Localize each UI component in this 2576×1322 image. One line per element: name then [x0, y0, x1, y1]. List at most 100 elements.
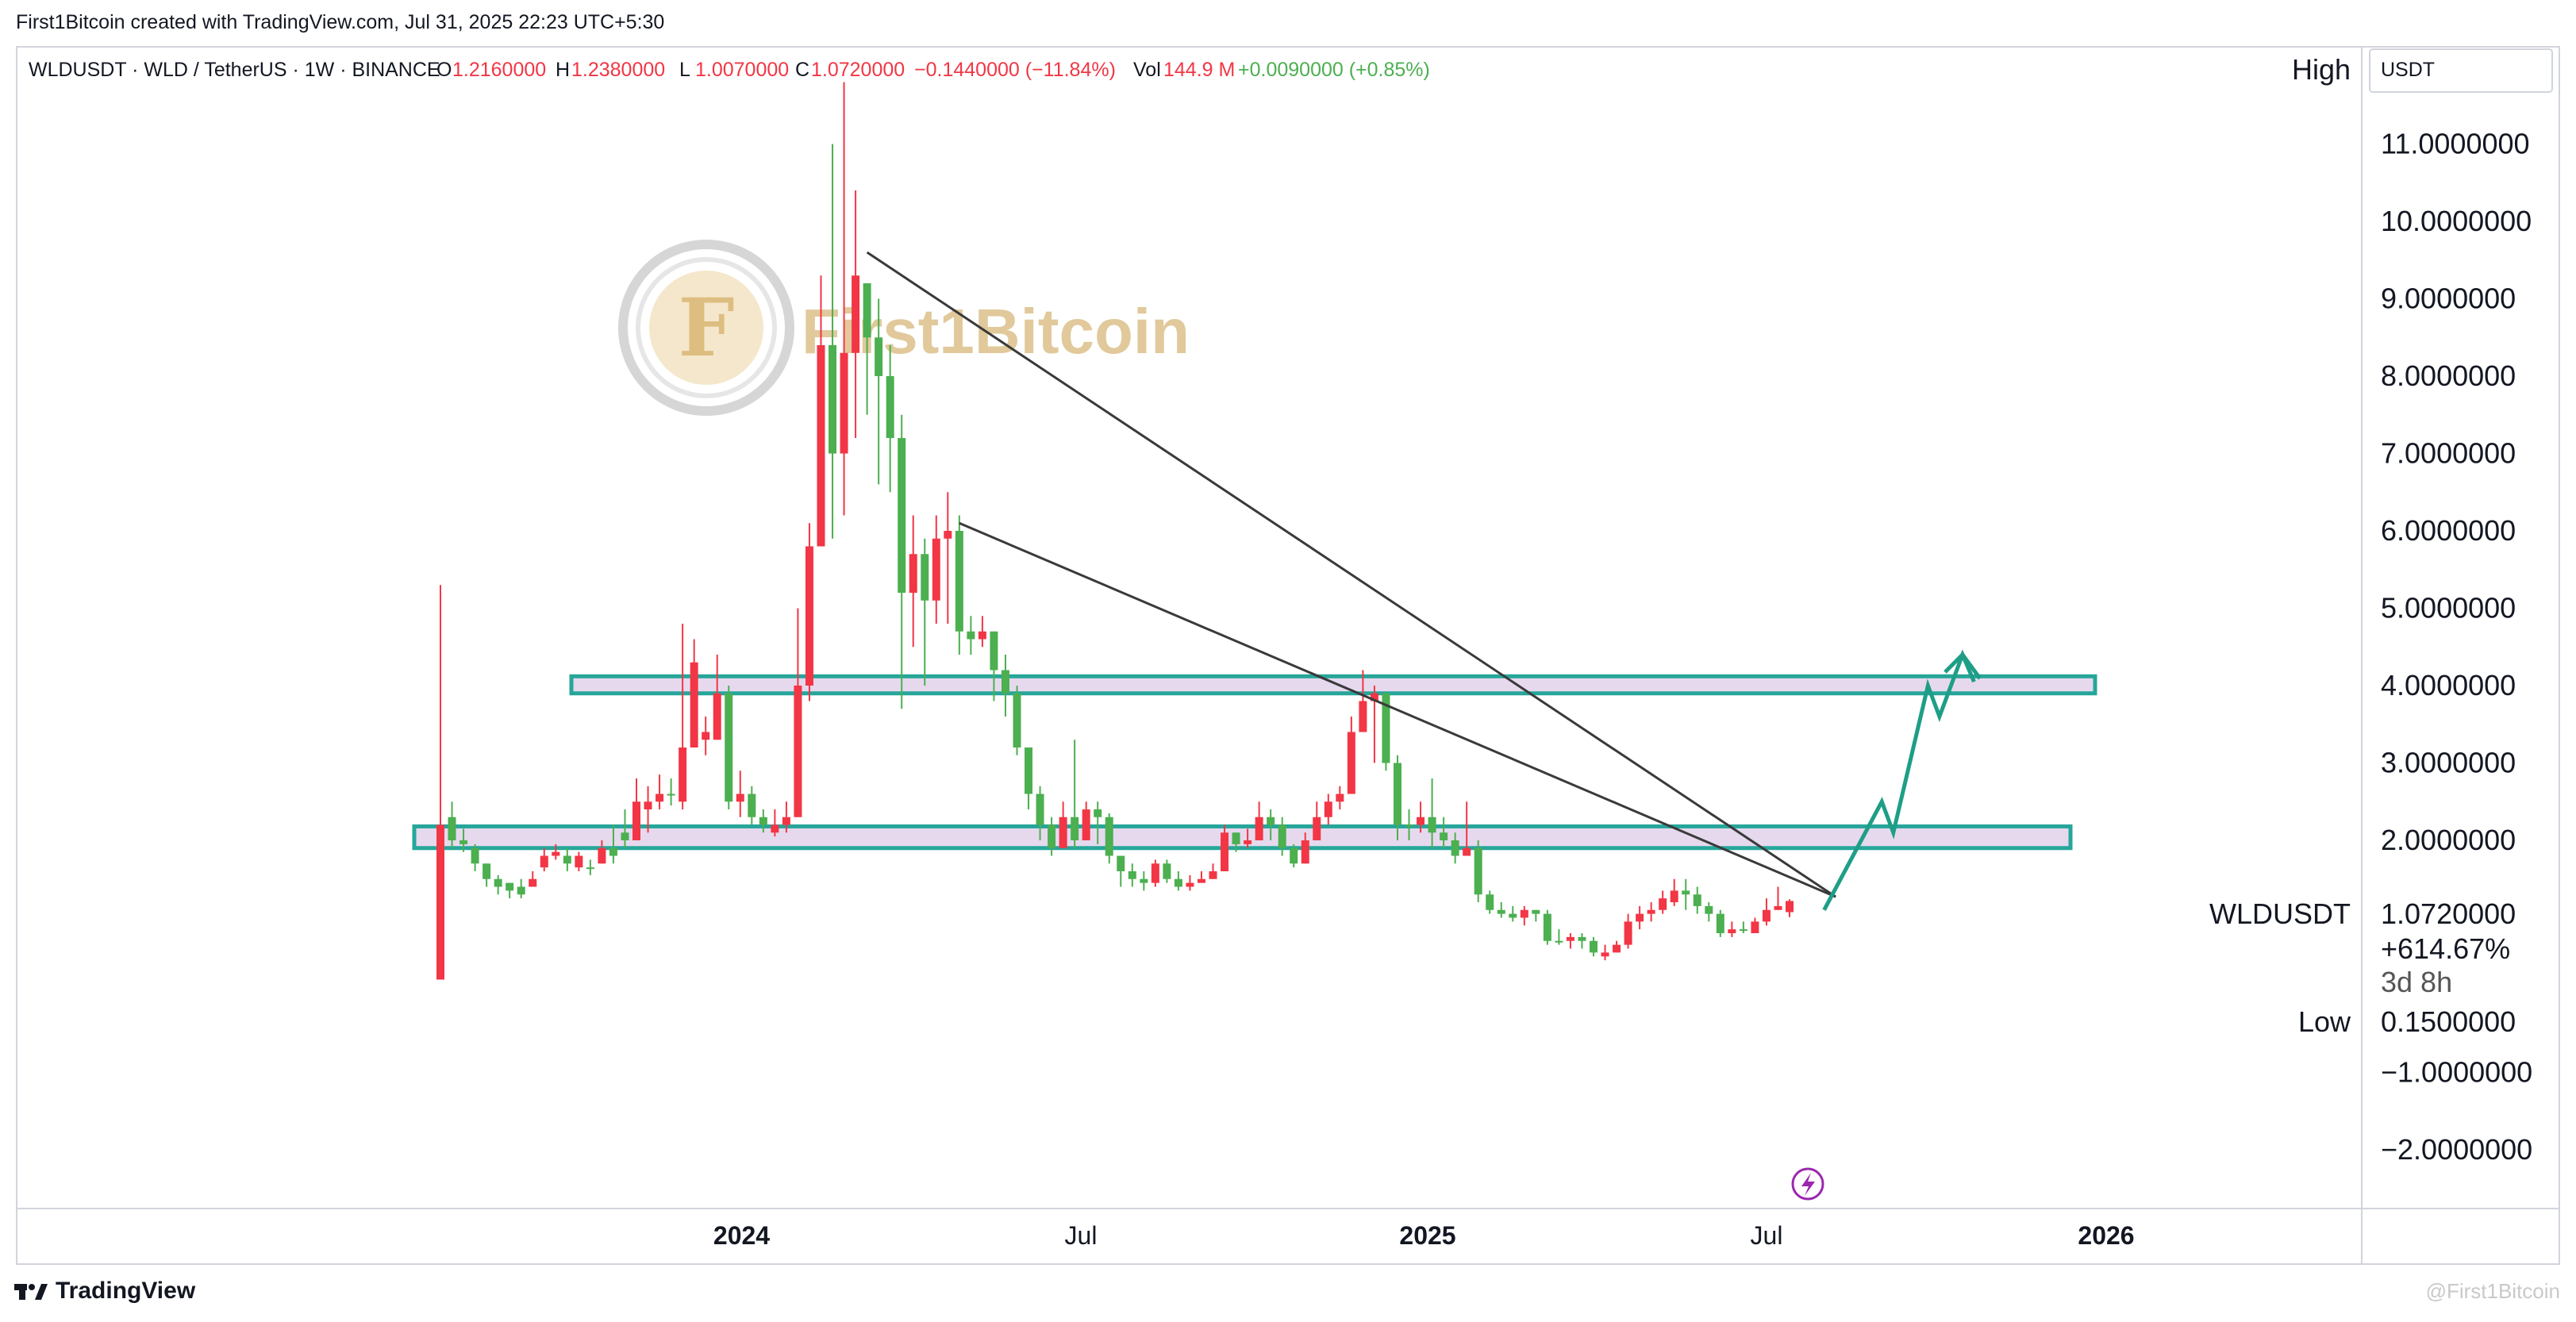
candle-body: [898, 438, 906, 593]
candle-body: [1693, 894, 1701, 906]
y-tick-label: 5.0000000: [2381, 592, 2516, 624]
candle-body: [1520, 909, 1528, 918]
candle-body: [1405, 824, 1413, 827]
candle-body: [1463, 847, 1471, 856]
chart-frame[interactable]: [16, 46, 2560, 1265]
close-value: 1.0720000: [811, 59, 905, 81]
candle-body: [1486, 894, 1494, 910]
currency-box[interactable]: [2369, 48, 2553, 93]
candle-body: [1244, 840, 1252, 844]
currency-label[interactable]: USDT: [2381, 59, 2435, 81]
candle-body: [632, 801, 641, 840]
candle-body: [1140, 878, 1148, 883]
candle-body: [967, 631, 975, 640]
candle-body: [1370, 693, 1378, 701]
x-tick-label: 2024: [713, 1221, 770, 1250]
y-tick-label: 8.0000000: [2381, 359, 2516, 392]
symbol-title: WLDUSDT · WLD / TetherUS · 1W · BINANCE: [29, 59, 440, 81]
candle-body: [679, 747, 687, 802]
low-marker-label: Low: [2298, 1005, 2351, 1038]
watermark: F First1Bitcoin: [618, 240, 1190, 416]
candle-body: [483, 863, 491, 879]
projection-arrowhead: [1944, 651, 1982, 680]
candle-body: [1128, 871, 1136, 879]
candle-body: [840, 352, 848, 454]
zone-box: [569, 674, 2097, 696]
candle-body: [1497, 909, 1505, 914]
candle-body: [1267, 817, 1275, 825]
candle-body: [656, 794, 664, 802]
low-marker: Low 0.1500000: [2298, 1005, 2516, 1038]
candle-body: [1705, 905, 1713, 914]
y-tick-label: 9.0000000: [2381, 282, 2516, 315]
candle-body: [1151, 863, 1159, 883]
candle-body: [702, 732, 710, 740]
candle-body: [1048, 824, 1056, 848]
candle-body: [852, 275, 860, 353]
percent-change: +614.67%: [2381, 932, 2510, 965]
volume-label: Vol: [1133, 59, 1161, 81]
projection-arrow: [1822, 649, 1982, 911]
candle-body: [586, 867, 594, 870]
candle-body: [1013, 693, 1021, 747]
zone-box: [412, 824, 2073, 851]
candle-body: [1440, 832, 1448, 840]
candle-body: [459, 840, 468, 844]
candle-body: [886, 376, 894, 438]
trendline: [866, 251, 1836, 898]
high-label: H: [556, 59, 570, 81]
candle-body: [1751, 921, 1759, 933]
candle-body: [1082, 809, 1090, 840]
candle-body: [1659, 898, 1667, 910]
open-value: 1.2160000: [452, 59, 546, 81]
candle-body: [863, 283, 871, 338]
candle-body: [725, 693, 733, 802]
lightning-icon[interactable]: [1791, 1167, 1824, 1201]
y-tick-label: 6.0000000: [2381, 514, 2516, 547]
candle-body: [771, 824, 779, 833]
candle-body: [1739, 929, 1747, 932]
candle-body: [748, 794, 756, 817]
candle-body: [1428, 817, 1436, 833]
y-tick-label: 11.0000000: [2381, 128, 2530, 160]
candle-body: [1382, 693, 1390, 763]
watermark-inner-ring: [636, 257, 777, 398]
candle-body: [944, 531, 952, 539]
candle-body: [1647, 909, 1655, 914]
trendline: [959, 521, 1836, 898]
candle-body: [1474, 847, 1482, 895]
candle-body: [932, 538, 940, 601]
candle-body: [1186, 882, 1194, 887]
candle-body: [1417, 817, 1425, 825]
candle-body: [1786, 901, 1794, 913]
candle-body: [436, 824, 444, 980]
candle-body: [759, 817, 767, 825]
candle-body: [1036, 794, 1044, 825]
time-axis: 2024 Jul 2025 Jul 2026: [713, 1221, 2135, 1250]
candle-body: [1059, 817, 1067, 848]
candle-body: [1728, 929, 1736, 933]
candle-body: [1278, 824, 1286, 848]
candle-body: [644, 801, 652, 809]
watermark-outer-ring: [618, 240, 794, 416]
candle-body: [529, 878, 537, 887]
symbol-tag: WLDUSDT: [2209, 897, 2351, 930]
candle-body: [1232, 832, 1240, 844]
high-marker-label: High: [2292, 53, 2351, 86]
close-label: C: [795, 59, 809, 81]
trendlines: [866, 251, 1836, 898]
watermark-coin: [649, 271, 763, 385]
open-label: O: [436, 59, 452, 81]
y-tick-label: 7.0000000: [2381, 437, 2516, 470]
bar-countdown: 3d 8h: [2381, 966, 2452, 998]
tradingview-logo[interactable]: TradingView: [14, 1278, 195, 1305]
candle-body: [713, 693, 721, 740]
candle-body: [978, 631, 986, 640]
candle-body: [990, 631, 998, 671]
candle-body: [829, 345, 837, 454]
watermark-text: First1Bitcoin: [802, 296, 1190, 367]
candle-body: [1209, 871, 1217, 879]
high-value: 1.2380000: [571, 59, 665, 81]
x-tick-label: 2025: [1399, 1221, 1455, 1250]
